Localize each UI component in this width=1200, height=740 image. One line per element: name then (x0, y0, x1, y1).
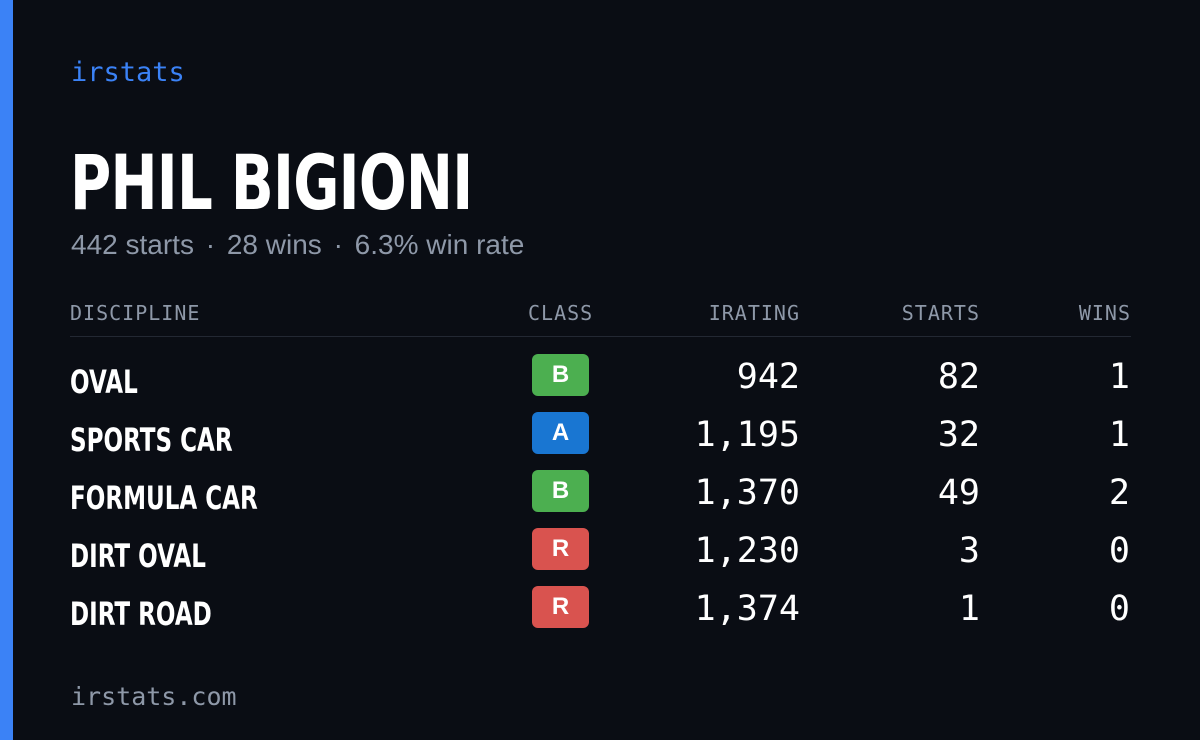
table-row: FORMULA CAR B 1,370 49 2 (70, 470, 1131, 528)
table-row: SPORTS CAR A 1,195 32 1 (70, 412, 1131, 470)
wins-value: 1 (1108, 357, 1130, 397)
discipline-name: SPORTS CAR (70, 421, 233, 459)
discipline-name: DIRT ROAD (70, 595, 212, 633)
irating-value: 1,374 (694, 589, 800, 629)
header-irating: IRATING (708, 301, 800, 325)
class-badge: A (532, 412, 589, 454)
starts-value: 3 (958, 531, 980, 571)
table-header: DISCIPLINE CLASS IRATING STARTS WINS (70, 298, 1131, 337)
discipline-name: FORMULA CAR (70, 479, 258, 517)
header-starts: STARTS (901, 301, 980, 325)
header-discipline: DISCIPLINE (70, 301, 201, 325)
wins-value: 0 (1108, 589, 1130, 629)
brand-logo[interactable]: irstats (71, 57, 185, 88)
win-rate-summary: 6.3% win rate (354, 229, 525, 260)
player-summary: 442 starts · 28 wins · 6.3% win rate (71, 228, 524, 262)
starts-value: 1 (958, 589, 980, 629)
table-row: DIRT ROAD R 1,374 1 0 (70, 586, 1131, 644)
discipline-name: DIRT OVAL (70, 537, 206, 575)
irating-value: 1,195 (694, 415, 800, 455)
starts-summary: 442 starts (71, 229, 194, 260)
irating-value: 1,370 (694, 473, 800, 513)
discipline-name: OVAL (70, 363, 138, 401)
starts-value: 32 (937, 415, 980, 455)
class-badge: R (532, 586, 589, 628)
wins-value: 1 (1108, 415, 1130, 455)
header-class: CLASS (528, 301, 594, 325)
header-wins: WINS (1078, 301, 1131, 325)
table-row: OVAL B 942 82 1 (70, 354, 1131, 412)
starts-value: 49 (937, 473, 980, 513)
class-badge: B (532, 354, 589, 396)
wins-value: 0 (1108, 531, 1130, 571)
wins-value: 2 (1108, 473, 1130, 513)
irating-value: 1,230 (694, 531, 800, 571)
irating-value: 942 (736, 357, 800, 397)
wins-summary: 28 wins (226, 229, 322, 260)
summary-separator: · (205, 229, 216, 260)
class-badge: R (532, 528, 589, 570)
accent-bar (0, 0, 13, 740)
class-badge: B (532, 470, 589, 512)
summary-separator: · (333, 229, 343, 260)
starts-value: 82 (937, 357, 980, 397)
stats-table: DISCIPLINE CLASS IRATING STARTS WINS OVA… (70, 298, 1131, 633)
table-row: DIRT OVAL R 1,230 3 0 (70, 528, 1131, 586)
player-name: PHIL BIGIONI (70, 138, 473, 227)
footer-url[interactable]: irstats.com (71, 682, 237, 711)
